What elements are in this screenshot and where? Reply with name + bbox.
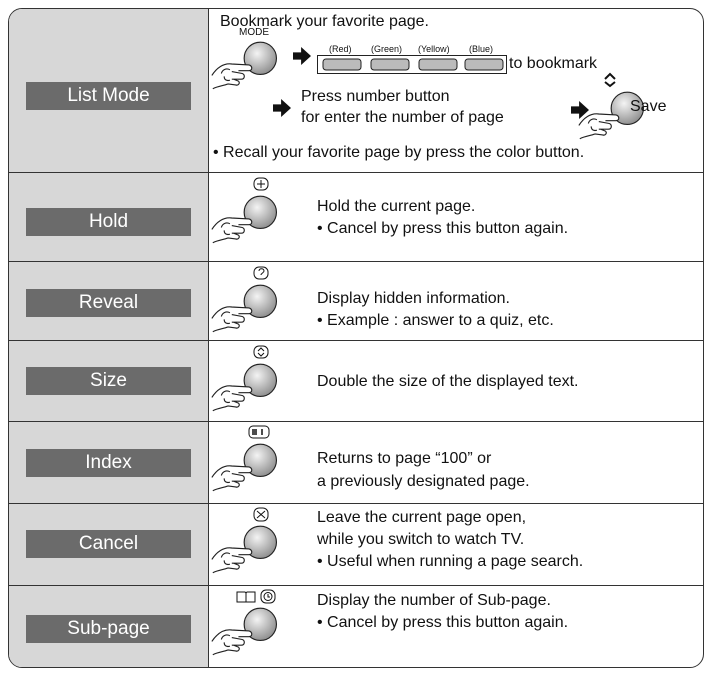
color-label: (Red): [329, 44, 352, 54]
updown-symbol: [604, 72, 616, 88]
text: for enter the number of page: [301, 109, 504, 126]
button-symbol: [253, 177, 269, 191]
row-label: Sub-page: [26, 615, 191, 643]
row-label: Size: [26, 367, 191, 395]
text: • Example : answer to a quiz, etc.: [317, 312, 554, 329]
row-label: Index: [26, 449, 191, 477]
text: Hold the current page.: [317, 198, 476, 215]
text: Press number button: [301, 88, 450, 105]
button-symbol: [248, 425, 270, 439]
color-label: (Yellow): [418, 44, 450, 54]
button-symbol: [253, 345, 269, 359]
text: Display hidden information.: [317, 290, 510, 307]
hand-icon: [209, 437, 285, 495]
text: • Cancel by press this button again.: [317, 220, 569, 237]
hand-icon: [209, 357, 285, 415]
text: • Recall your favorite page by press the…: [213, 144, 585, 161]
row-divider: [9, 421, 703, 422]
hand-icon: [209, 189, 285, 247]
row-label: Cancel: [26, 530, 191, 558]
hand-icon: [209, 278, 285, 336]
row-divider: [9, 585, 703, 586]
hand-icon: [209, 519, 285, 577]
arrow: [273, 99, 291, 117]
button-label: MODE: [239, 27, 269, 38]
button-symbol: [236, 589, 276, 604]
text: • Useful when running a page search.: [317, 553, 584, 570]
hand-icon: [209, 35, 285, 93]
row-divider: [9, 261, 703, 262]
text: Display the number of Sub-page.: [317, 592, 551, 609]
text: Returns to page “100” or: [317, 450, 492, 467]
button-symbol: [253, 266, 269, 280]
row-divider: [9, 340, 703, 341]
text: Double the size of the displayed text.: [317, 373, 579, 390]
text: a previously designated page.: [317, 473, 530, 490]
row-divider: [9, 503, 703, 504]
text: Bookmark your favorite page.: [220, 13, 429, 30]
row-label: List Mode: [26, 82, 191, 110]
row-label: Reveal: [26, 289, 191, 317]
arrow: [293, 47, 311, 65]
text: to bookmark: [509, 55, 598, 72]
text: Leave the current page open,: [317, 509, 527, 526]
table-frame: List Mode Hold Reveal Size Index Cancel …: [8, 8, 704, 668]
color-label: (Green): [371, 44, 403, 54]
text: while you switch to watch TV.: [317, 531, 525, 548]
text: Save: [630, 98, 667, 115]
color-buttons: [317, 55, 507, 74]
text: • Cancel by press this button again.: [317, 614, 569, 631]
row-label: Hold: [26, 208, 191, 236]
button-symbol: [253, 507, 269, 522]
row-divider: [9, 172, 703, 173]
color-label: (Blue): [469, 44, 494, 54]
hand-icon: [209, 601, 285, 659]
